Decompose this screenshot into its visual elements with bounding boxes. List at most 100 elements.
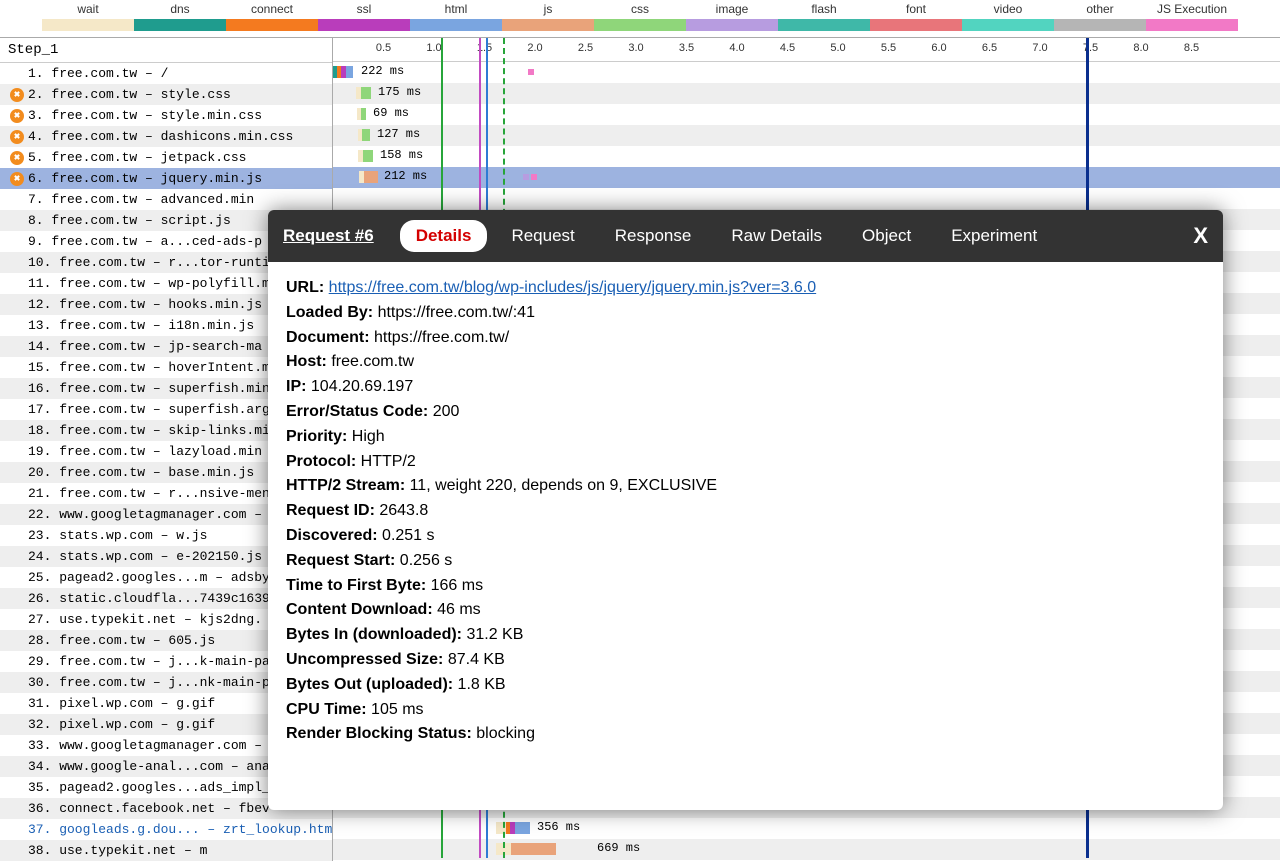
detail-row: URL: https://free.com.tw/blog/wp-include…	[286, 276, 1205, 301]
detail-row: Document: https://free.com.tw/	[286, 326, 1205, 351]
request-label: 27. use.typekit.net – kjs2dng.	[28, 612, 262, 627]
time-tick: 1.0	[426, 42, 441, 54]
request-label: 25. pagead2.googles...m – adsby	[28, 570, 270, 585]
duration-label: 212 ms	[384, 169, 427, 183]
duration-label: 158 ms	[380, 148, 423, 162]
timing-bar	[346, 66, 353, 78]
legend-label: flash	[778, 2, 870, 16]
detail-row: HTTP/2 Stream: 11, weight 220, depends o…	[286, 474, 1205, 499]
waterfall-row[interactable]: 222 ms	[333, 62, 1280, 83]
waterfall-row[interactable]	[333, 188, 1280, 209]
request-row[interactable]: 4. free.com.tw – dashicons.min.css	[0, 126, 332, 147]
request-row[interactable]: 7. free.com.tw – advanced.min	[0, 189, 332, 210]
detail-row: Time to First Byte: 166 ms	[286, 574, 1205, 599]
timing-bar	[511, 843, 556, 855]
modal-tab-response[interactable]: Response	[599, 220, 708, 252]
legend-swatch	[1054, 19, 1146, 31]
legend-swatch	[870, 19, 962, 31]
request-row[interactable]: 1. free.com.tw – /	[0, 63, 332, 84]
legend-swatch	[502, 19, 594, 31]
request-label: 12. free.com.tw – hooks.min.js	[28, 297, 262, 312]
step-label: Step_1	[0, 38, 332, 63]
waterfall-row[interactable]: 356 ms	[333, 818, 1280, 839]
detail-row: Discovered: 0.251 s	[286, 524, 1205, 549]
time-tick: 6.0	[931, 42, 946, 54]
url-link[interactable]: https://free.com.tw/blog/wp-includes/js/…	[329, 279, 816, 296]
waterfall-row[interactable]: 158 ms	[333, 146, 1280, 167]
exec-dot	[528, 69, 534, 75]
request-label: 3. free.com.tw – style.min.css	[28, 108, 262, 123]
waterfall-row[interactable]: 69 ms	[333, 104, 1280, 125]
detail-row: Request Start: 0.256 s	[286, 549, 1205, 574]
request-label: 21. free.com.tw – r...nsive-men	[28, 486, 270, 501]
detail-row: Content Download: 46 ms	[286, 598, 1205, 623]
waterfall-row[interactable]: 127 ms	[333, 125, 1280, 146]
legend-label: JS Execution	[1146, 2, 1238, 16]
legend-swatch	[318, 19, 410, 31]
modal-header: Request #6 DetailsRequestResponseRaw Det…	[268, 210, 1223, 262]
legend-swatch	[226, 19, 318, 31]
legend-label: js	[502, 2, 594, 16]
legend-label: html	[410, 2, 502, 16]
detail-row: Loaded By: https://free.com.tw/:41	[286, 301, 1205, 326]
waterfall-row[interactable]: 212 ms	[333, 167, 1280, 188]
legend-swatch	[42, 19, 134, 31]
request-label: 28. free.com.tw – 605.js	[28, 633, 215, 648]
request-row[interactable]: 6. free.com.tw – jquery.min.js	[0, 168, 332, 189]
waterfall-row[interactable]: 175 ms	[333, 83, 1280, 104]
request-label: 15. free.com.tw – hoverIntent.m	[28, 360, 270, 375]
close-icon[interactable]: X	[1193, 223, 1208, 249]
request-label: 38. use.typekit.net – m	[28, 843, 207, 858]
modal-tab-request[interactable]: Request	[495, 220, 590, 252]
waterfall-row[interactable]: 669 ms	[333, 839, 1280, 860]
request-row[interactable]: 38. use.typekit.net – m	[0, 840, 332, 861]
request-row[interactable]: 2. free.com.tw – style.css	[0, 84, 332, 105]
request-label: 37. googleads.g.dou... – zrt_lookup.html	[28, 822, 332, 837]
time-tick: 8.0	[1133, 42, 1148, 54]
time-tick: 4.5	[780, 42, 795, 54]
detail-row: Uncompressed Size: 87.4 KB	[286, 648, 1205, 673]
modal-tab-details[interactable]: Details	[400, 220, 488, 252]
warning-icon	[10, 109, 24, 123]
request-row[interactable]: 5. free.com.tw – jetpack.css	[0, 147, 332, 168]
duration-label: 356 ms	[537, 820, 580, 834]
time-tick: 5.5	[881, 42, 896, 54]
legend-swatch	[594, 19, 686, 31]
legend-swatch	[1146, 19, 1238, 31]
legend-swatch	[410, 19, 502, 31]
warning-icon	[10, 130, 24, 144]
time-tick: 7.5	[1083, 42, 1098, 54]
request-row[interactable]: 3. free.com.tw – style.min.css	[0, 105, 332, 126]
request-details-modal: Request #6 DetailsRequestResponseRaw Det…	[268, 210, 1223, 810]
request-label: 7. free.com.tw – advanced.min	[28, 192, 254, 207]
timing-bar	[361, 87, 371, 99]
detail-row: Priority: High	[286, 425, 1205, 450]
request-row[interactable]: 37. googleads.g.dou... – zrt_lookup.html	[0, 819, 332, 840]
modal-tab-experiment[interactable]: Experiment	[935, 220, 1053, 252]
timing-bar	[515, 822, 530, 834]
legend-swatch	[778, 19, 870, 31]
request-label: 22. www.googletagmanager.com –	[28, 507, 262, 522]
request-label: 16. free.com.tw – superfish.min	[28, 381, 270, 396]
time-tick: 6.5	[982, 42, 997, 54]
request-label: 5. free.com.tw – jetpack.css	[28, 150, 246, 165]
time-tick: 0.5	[376, 42, 391, 54]
legend-label: dns	[134, 2, 226, 16]
legend-label: wait	[42, 2, 134, 16]
legend-label: image	[686, 2, 778, 16]
request-label: 10. free.com.tw – r...tor-runti	[28, 255, 270, 270]
legend-swatch	[134, 19, 226, 31]
request-label: 1. free.com.tw – /	[28, 66, 168, 81]
modal-tab-object[interactable]: Object	[846, 220, 927, 252]
modal-tab-raw-details[interactable]: Raw Details	[715, 220, 838, 252]
time-tick: 5.0	[830, 42, 845, 54]
request-label: 14. free.com.tw – jp-search-ma	[28, 339, 262, 354]
duration-label: 175 ms	[378, 85, 421, 99]
request-label: 29. free.com.tw – j...k-main-pa	[28, 654, 270, 669]
legend-label: other	[1054, 2, 1146, 16]
legend-label: font	[870, 2, 962, 16]
request-label: 17. free.com.tw – superfish.arg	[28, 402, 270, 417]
timing-bar	[361, 108, 366, 120]
request-label: 24. stats.wp.com – e-202150.js	[28, 549, 262, 564]
time-tick: 8.5	[1184, 42, 1199, 54]
